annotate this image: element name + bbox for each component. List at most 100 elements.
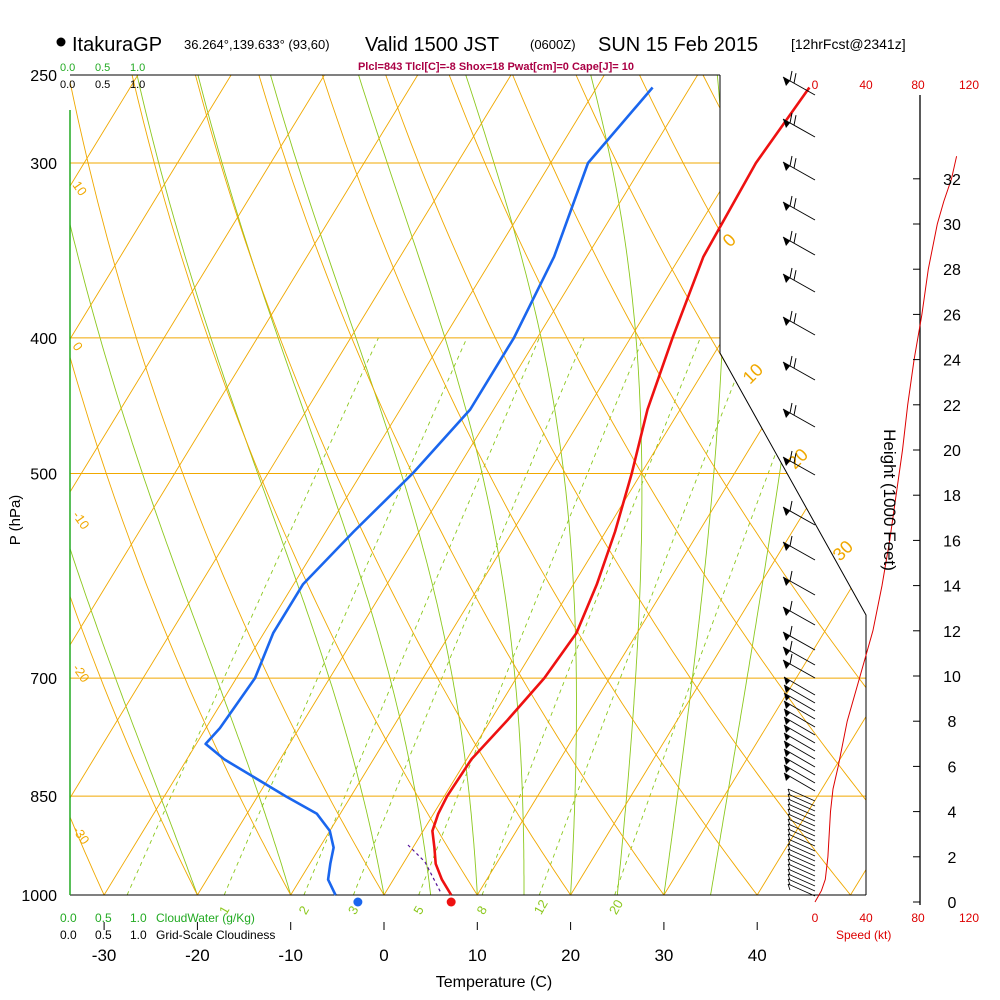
station-name: ItakuraGP <box>72 34 162 56</box>
pressure-tick-label: 250 <box>30 68 57 85</box>
wind-barb-staff <box>787 803 816 817</box>
wind-barb-staff <box>787 798 816 812</box>
wind-barb-feather <box>789 500 793 512</box>
plot-right-boundary <box>719 75 867 895</box>
wind-barb-staff <box>787 823 816 837</box>
speed-label: Speed (kt) <box>836 928 891 942</box>
speed-bottom-tick-3: 120 <box>959 911 979 925</box>
wind-barb-feather <box>787 818 791 826</box>
wind-barb-staff <box>787 858 816 872</box>
speed-top-tick-3: 120 <box>959 78 979 92</box>
wind-barb-staff <box>782 506 816 526</box>
isotherm-30 <box>663 75 866 895</box>
wind-barb <box>782 450 816 476</box>
cl-bottom-tick-1: 0.5 <box>95 928 112 942</box>
wind-barb-feather <box>793 198 797 209</box>
height-tick-label: 10 <box>943 669 961 686</box>
wind-barb-feather <box>789 535 793 547</box>
cl-bottom-tick-0: 0.0 <box>60 928 77 942</box>
wind-barb <box>782 310 816 336</box>
header: ItakuraGP 36.264°,139.633° (93,60) Valid… <box>56 34 906 73</box>
speed-bottom-tick-0: 0 <box>812 911 819 925</box>
speed-top-tick-0: 0 <box>812 78 819 92</box>
wind-barb-flag <box>783 647 790 656</box>
speed-axis: 0 40 80 120 0 40 80 120 Speed (kt) <box>812 78 980 942</box>
cl-bottom-tick-2: 1.0 <box>130 928 147 942</box>
wind-barb-flag <box>783 202 790 211</box>
wind-barb-feather <box>793 73 797 84</box>
cl-top-tick-2: 1.0 <box>130 79 145 91</box>
dry-adiabat-50 <box>368 75 866 895</box>
dry-adiabat-10 <box>120 75 497 895</box>
wind-barb-feather <box>793 405 797 416</box>
wind-barb <box>782 640 816 666</box>
height-tick-label: 16 <box>943 533 961 550</box>
wind-barb <box>782 155 816 181</box>
wind-barb-staff <box>783 716 816 736</box>
speed-bottom-tick-2: 80 <box>911 911 925 925</box>
wind-barb-flag <box>783 317 790 326</box>
wind-barb-staff <box>782 541 816 561</box>
wind-barb-staff <box>782 606 816 626</box>
wind-barb-feather <box>787 813 791 821</box>
wind-barb-flag <box>784 685 790 693</box>
cw-bottom-tick-1: 0.5 <box>95 911 112 925</box>
dewpoint-profile-line <box>204 86 654 896</box>
wind-barb-flag <box>784 725 790 733</box>
wind-barb-flag <box>784 701 790 709</box>
temperature-tick-label: 10 <box>468 946 487 965</box>
wind-barb-staff <box>787 793 816 807</box>
wind-barb-feather <box>787 863 791 871</box>
height-tick-label: 0 <box>948 895 957 912</box>
height-tick-label: 2 <box>948 850 957 867</box>
moist-adiabat-0 <box>131 75 385 895</box>
speed-top-tick-1: 40 <box>859 78 873 92</box>
wind-barb-feather <box>787 838 791 846</box>
height-tick-label: 14 <box>943 579 961 596</box>
wind-barb-staff <box>782 576 816 596</box>
wind-barb <box>782 70 816 96</box>
cw-bottom-tick-0: 0.0 <box>60 911 77 925</box>
wind-barb-staff <box>783 772 816 792</box>
wind-barb-feather <box>789 112 793 124</box>
wind-barb-feather <box>787 853 791 861</box>
wind-barb-feather <box>789 625 793 637</box>
wind-speed-line <box>814 156 958 903</box>
wind-barb-staff <box>787 873 816 887</box>
wind-barb-staff <box>783 708 816 728</box>
wind-barb-feather <box>789 570 793 582</box>
surface-dewpoint-marker <box>353 897 363 907</box>
wind-barb-feather <box>789 267 793 279</box>
wind-barb-staff <box>782 456 816 476</box>
wind-barb-flag <box>783 162 790 171</box>
wind-barb-flag <box>784 733 790 741</box>
height-tick-label: 26 <box>943 307 961 324</box>
mixing-ratio-label: 12 <box>531 897 551 917</box>
wind-barb-flag <box>783 577 790 586</box>
wind-barb-staff <box>783 764 816 784</box>
wind-barb-flag <box>783 632 790 641</box>
temperature-profile-line <box>431 86 811 896</box>
dry-adiabat-30 <box>244 75 686 895</box>
wind-barb-feather <box>787 828 791 836</box>
wind-barb-staff <box>782 631 816 651</box>
isotherm--80 <box>70 75 187 895</box>
x-axis-title: Temperature (C) <box>436 974 552 991</box>
wind-barb <box>782 500 816 526</box>
wind-barb-staff <box>783 676 816 696</box>
wind-barb-flag <box>783 507 790 516</box>
dry-adiabat-0 <box>70 75 403 895</box>
temperature-tick-label: 0 <box>379 946 388 965</box>
zulu-time: (0600Z) <box>530 37 576 52</box>
cw-top-tick-1: 0.5 <box>95 62 110 74</box>
wind-barb <box>782 535 816 561</box>
height-tick-label: 20 <box>943 443 961 460</box>
wind-barbs <box>782 70 816 897</box>
height-tick-label: 6 <box>948 759 957 776</box>
bottom-legend: 0.0 0.5 1.0 CloudWater (g/Kg) 0.0 0.5 1.… <box>60 911 275 942</box>
wind-barb-feather <box>789 155 793 167</box>
wind-barb-feather <box>789 653 793 665</box>
temperature-tick-label: 40 <box>748 946 767 965</box>
wind-barb <box>782 267 816 293</box>
